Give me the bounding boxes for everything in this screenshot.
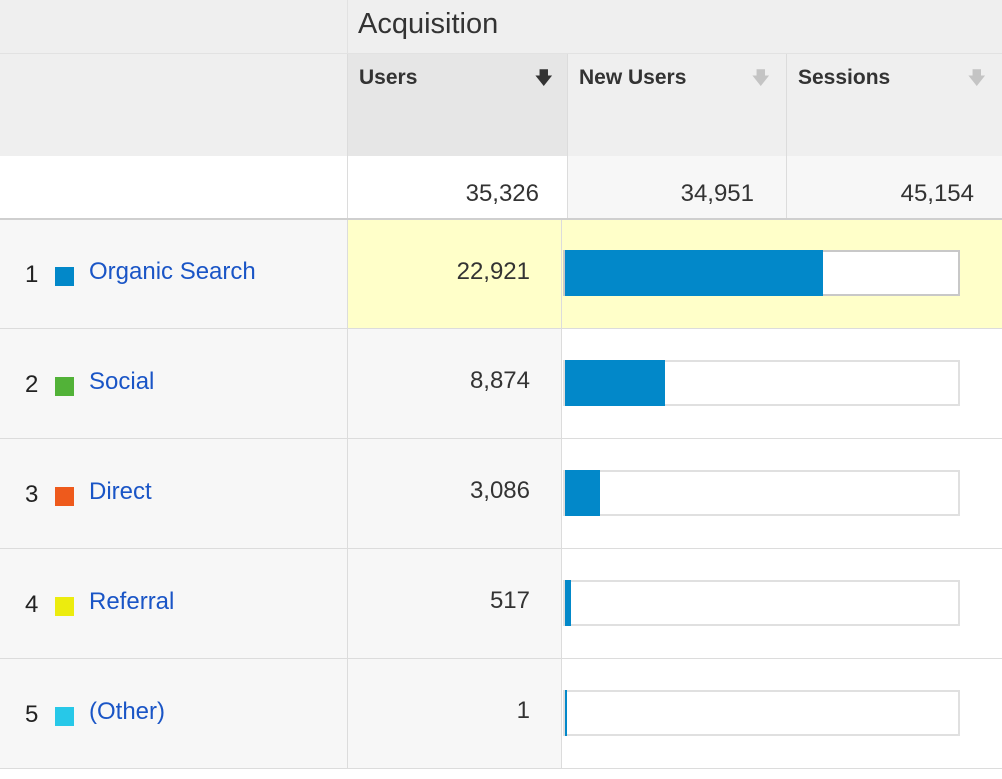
column-label-new-users: New Users	[579, 66, 687, 89]
row-label-cell: 2 Social	[0, 329, 347, 438]
total-sessions: 45,154	[786, 156, 1002, 218]
row-label-cell: 4 Referral	[0, 549, 347, 658]
source-link-organic-search[interactable]: Organic Search	[89, 258, 256, 285]
row-label-cell: 1 Organic Search	[0, 220, 347, 328]
users-bar-cell	[561, 439, 1002, 548]
users-value: 517	[489, 587, 530, 614]
users-bar-fill	[565, 250, 823, 296]
users-value: 3,086	[469, 477, 530, 504]
source-link-referral[interactable]: Referral	[89, 588, 175, 615]
total-users: 35,326	[347, 156, 567, 218]
row-rank: 5	[25, 701, 39, 728]
users-bar-cell	[561, 549, 1002, 658]
users-bar-cell	[561, 659, 1002, 768]
row-label-cell: 3 Direct	[0, 439, 347, 548]
sort-down-arrow-icon[interactable]: 🡇	[534, 68, 553, 88]
column-header-new-users[interactable]: New Users 🡇	[567, 54, 786, 156]
source-link-social[interactable]: Social	[89, 368, 155, 395]
total-new-users: 34,951	[567, 156, 786, 218]
source-link-other[interactable]: (Other)	[89, 698, 166, 725]
users-value-cell: 8,874	[347, 329, 562, 438]
users-value-cell: 22,921	[347, 220, 562, 328]
row-rank: 4	[25, 591, 39, 618]
users-value-cell: 1	[347, 659, 562, 768]
users-bar-track	[563, 690, 960, 736]
table-row: 5 (Other) 1	[0, 659, 1002, 769]
series-color-swatch	[55, 377, 74, 396]
acquisition-title: Acquisition	[358, 8, 499, 40]
users-value-cell: 517	[347, 549, 562, 658]
table-row: 3 Direct 3,086	[0, 439, 1002, 549]
table-row: 4 Referral 517	[0, 549, 1002, 659]
users-bar-track	[563, 580, 960, 626]
column-header-users[interactable]: Users 🡇	[347, 54, 567, 156]
table-group-header	[0, 0, 1002, 54]
series-color-swatch	[55, 597, 74, 616]
row-label-cell: 5 (Other)	[0, 659, 347, 768]
series-color-swatch	[55, 267, 74, 286]
row-rank: 1	[25, 261, 39, 288]
table-row: 1 Organic Search 22,921	[0, 220, 1002, 329]
sort-down-arrow-icon[interactable]: 🡇	[751, 68, 770, 88]
row-rank: 3	[25, 481, 39, 508]
users-bar-fill	[565, 580, 571, 626]
source-link-direct[interactable]: Direct	[89, 478, 152, 505]
table-row: 2 Social 8,874	[0, 329, 1002, 439]
series-color-swatch	[55, 707, 74, 726]
series-color-swatch	[55, 487, 74, 506]
users-bar-track	[563, 360, 960, 406]
users-bar-cell	[561, 329, 1002, 438]
sort-down-arrow-icon[interactable]: 🡇	[967, 68, 986, 88]
row-rank: 2	[25, 371, 39, 398]
users-value: 1	[516, 697, 530, 724]
column-header-sessions[interactable]: Sessions 🡇	[786, 54, 1002, 156]
acquisition-group-cell	[347, 0, 1002, 54]
users-bar-fill	[565, 690, 567, 736]
users-bar-track	[563, 470, 960, 516]
users-bar-fill	[565, 470, 600, 516]
users-value: 22,921	[456, 258, 530, 285]
users-bar-cell	[561, 220, 1002, 328]
column-label-users: Users	[359, 66, 418, 89]
users-value-cell: 3,086	[347, 439, 562, 548]
users-bar-fill	[565, 360, 665, 406]
column-label-sessions: Sessions	[798, 66, 891, 89]
users-value: 8,874	[469, 367, 530, 394]
users-bar-track	[563, 250, 960, 296]
